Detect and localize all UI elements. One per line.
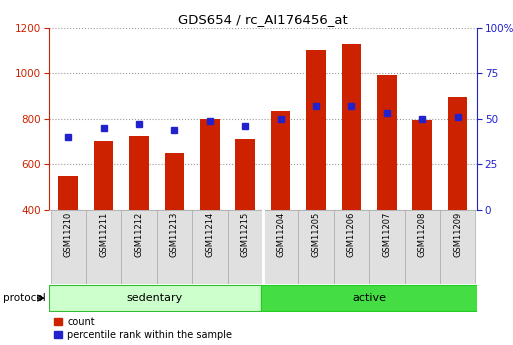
Text: GSM11209: GSM11209 (453, 212, 462, 257)
Bar (448, 97, 467, 210)
Bar (121, 210, 156, 284)
Bar (200, 119, 220, 210)
Bar (299, 210, 334, 284)
Legend: count, percentile rank within the sample: count, percentile rank within the sample (53, 317, 232, 340)
Bar (261, 285, 477, 311)
Bar (334, 210, 369, 284)
Text: GSM11206: GSM11206 (347, 212, 356, 257)
Bar (156, 210, 192, 284)
Text: GSM11205: GSM11205 (311, 212, 321, 257)
Bar (412, 120, 432, 210)
Bar (50, 210, 86, 284)
Text: protocol: protocol (3, 293, 45, 303)
Bar (86, 210, 121, 284)
Bar (369, 210, 405, 284)
Bar (342, 43, 361, 210)
Bar (227, 210, 263, 284)
Text: GSM11215: GSM11215 (241, 212, 250, 257)
Bar (235, 139, 255, 210)
Text: GSM11210: GSM11210 (64, 212, 73, 257)
Bar (94, 141, 113, 210)
Bar (440, 210, 476, 284)
Bar (165, 153, 184, 210)
Bar (306, 50, 326, 210)
Text: GSM11212: GSM11212 (134, 212, 144, 257)
Bar (49, 285, 261, 311)
Text: GSM11211: GSM11211 (99, 212, 108, 257)
Text: GSM11213: GSM11213 (170, 212, 179, 257)
Bar (58, 176, 78, 210)
Text: sedentary: sedentary (127, 293, 183, 303)
Text: GSM11207: GSM11207 (382, 212, 391, 257)
Title: GDS654 / rc_AI176456_at: GDS654 / rc_AI176456_at (178, 13, 348, 27)
Bar (271, 111, 290, 210)
Bar (405, 210, 440, 284)
Text: GSM11208: GSM11208 (418, 212, 427, 257)
Bar (192, 210, 227, 284)
Text: active: active (352, 293, 386, 303)
Bar (129, 136, 149, 210)
Bar (263, 210, 299, 284)
Text: GSM11204: GSM11204 (276, 212, 285, 257)
Bar (377, 76, 397, 210)
Text: GSM11214: GSM11214 (205, 212, 214, 257)
